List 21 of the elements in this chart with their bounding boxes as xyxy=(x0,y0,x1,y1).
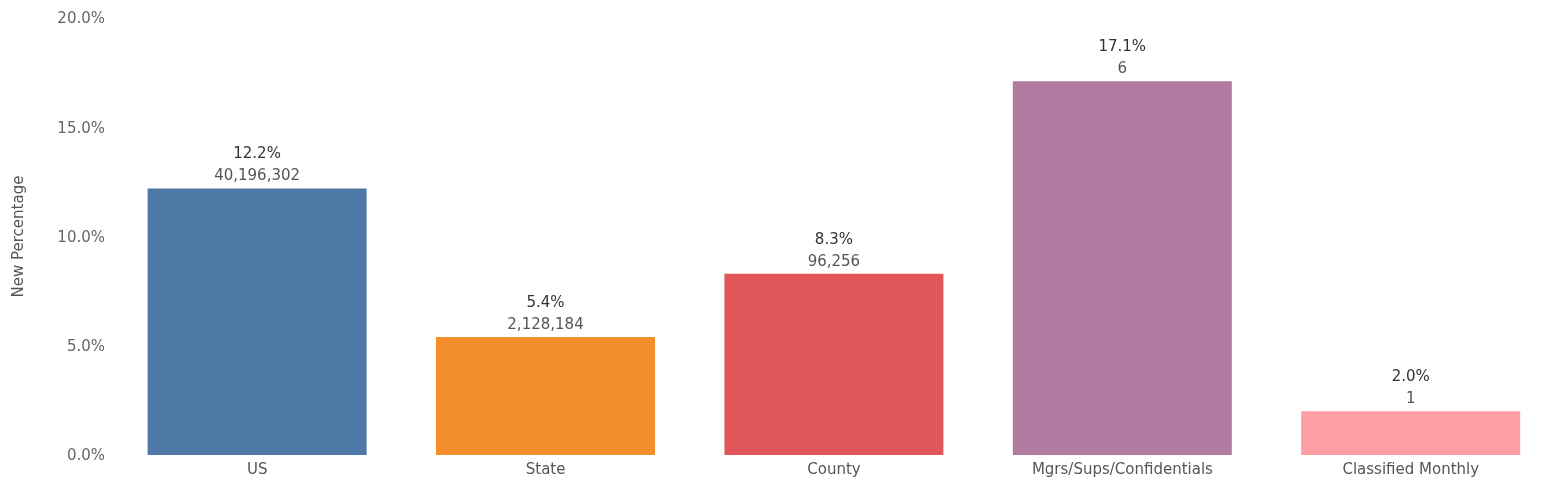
x-tick-label: Mgrs/Sups/Confidentials xyxy=(1031,459,1214,478)
bar xyxy=(147,188,367,455)
data-label: 8.3% 96,256 xyxy=(807,229,861,270)
x-tick-label: Classified Monthly xyxy=(1342,459,1480,478)
x-tick-label: State xyxy=(525,459,566,478)
y-tick-label: 10.0% xyxy=(57,227,105,246)
data-label: 12.2% 40,196,302 xyxy=(214,144,301,185)
bar xyxy=(436,337,656,455)
x-tick-label: US xyxy=(246,459,268,478)
y-tick-label: 0.0% xyxy=(66,446,105,465)
bar xyxy=(1012,81,1232,455)
y-tick-label: 5.0% xyxy=(66,337,105,356)
data-label: 2.0% 1 xyxy=(1391,367,1430,408)
bar xyxy=(724,273,944,455)
y-tick-label: 20.0% xyxy=(57,9,105,28)
bar xyxy=(1301,411,1521,455)
x-tick-label: County xyxy=(807,459,861,478)
y-tick-label: 15.0% xyxy=(57,118,105,137)
y-axis-title: New Percentage xyxy=(9,175,28,298)
data-label: 5.4% 2,128,184 xyxy=(507,293,584,334)
data-label: 17.1% 6 xyxy=(1098,37,1147,78)
